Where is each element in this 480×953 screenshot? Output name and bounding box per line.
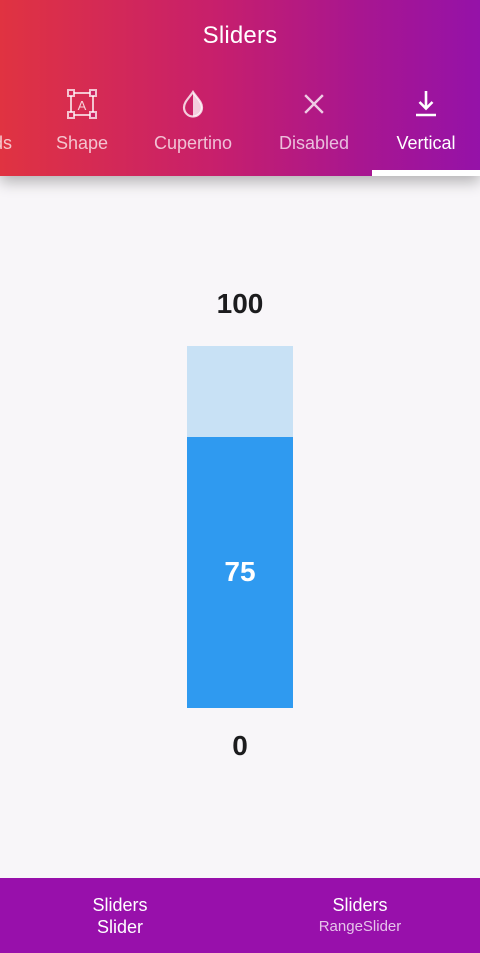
- page-title: Sliders: [202, 22, 278, 49]
- vertical-slider[interactable]: 75: [187, 346, 293, 708]
- slider-min-label: 0: [232, 730, 248, 761]
- nav-item-title: Sliders: [92, 895, 148, 915]
- tab-disabled[interactable]: Disabled: [258, 80, 370, 176]
- nav-item-subtitle: RangeSlider: [318, 918, 402, 935]
- tab-label: ds: [0, 133, 12, 153]
- nav-item-rangeslider[interactable]: Sliders RangeSlider: [240, 878, 480, 953]
- nav-item-subtitle: Slider: [96, 917, 144, 937]
- shape-frame-icon: A: [66, 88, 98, 120]
- tab-cupertino[interactable]: Cupertino: [138, 80, 248, 176]
- nav-item-slider[interactable]: Sliders Slider: [0, 878, 240, 953]
- tab-partial[interactable]: ds: [0, 80, 40, 176]
- contrast-drop-icon: [177, 88, 209, 120]
- nav-item-title: Sliders: [332, 895, 388, 915]
- tab-vertical[interactable]: Vertical: [372, 80, 480, 176]
- tab-label: Vertical: [396, 133, 456, 153]
- tab-shape[interactable]: A Shape: [30, 80, 134, 176]
- tab-label: Cupertino: [153, 133, 233, 153]
- slider-value-label: 75: [224, 556, 256, 588]
- download-arrow-icon: [410, 88, 442, 120]
- tab-bar: ds A Shape: [0, 80, 480, 176]
- slider-fill[interactable]: 75: [187, 436, 293, 708]
- svg-text:A: A: [78, 98, 87, 113]
- tab-label: Disabled: [278, 133, 350, 153]
- bottom-navigation: Sliders Slider Sliders RangeSlider: [0, 878, 480, 953]
- app-bar: Sliders ds A Shape: [0, 0, 480, 176]
- tab-label: Shape: [55, 133, 109, 153]
- slider-max-label: 100: [216, 288, 264, 319]
- close-icon: [298, 88, 330, 120]
- active-tab-indicator: [372, 170, 480, 176]
